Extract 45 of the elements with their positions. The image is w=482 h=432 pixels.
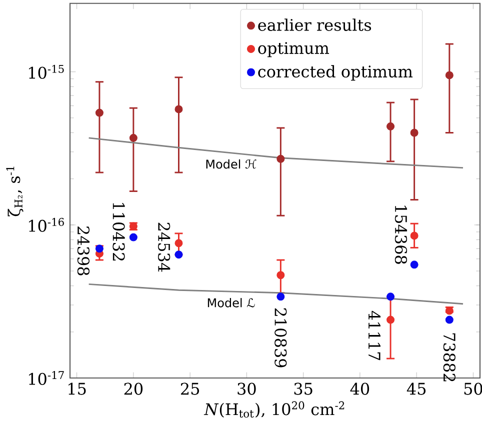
y-axis-title: ζ$_{H₂}$, s$^{-1}$	[6, 166, 24, 216]
annotation: 24534	[158, 222, 170, 272]
point	[445, 306, 454, 315]
annotation: 24398	[77, 226, 90, 276]
series-label: Model ℋ	[206, 159, 256, 169]
series-label: Model ℒ	[208, 298, 255, 308]
point	[276, 271, 285, 280]
point	[410, 232, 418, 240]
y-tick-label: 10$^{-15}$	[29, 64, 64, 79]
x-tick-label: 50	[464, 382, 482, 395]
point	[445, 316, 454, 324]
annotation: 110432	[112, 203, 125, 261]
legend-label: corrected optimum	[258, 65, 413, 81]
point	[410, 260, 418, 269]
x-tick-label: 20	[124, 382, 143, 395]
line-series	[88, 137, 464, 169]
point	[174, 239, 183, 248]
x-tick-label: 15	[68, 382, 86, 395]
point	[386, 122, 395, 130]
x-tick-label: 30	[238, 382, 256, 395]
point	[410, 128, 418, 137]
x-tick-label: 45	[406, 382, 426, 395]
point	[386, 316, 395, 324]
point	[174, 105, 183, 114]
point	[129, 134, 138, 142]
y-tick-label: 10$^{-16}$	[29, 218, 64, 232]
x-axis-title: N(H$_{tot}$), 10$^{20}$ cm$^{-2}$	[204, 401, 344, 418]
x-tick-label: 35	[294, 382, 312, 395]
legend-label: optimum	[258, 42, 330, 58]
point	[174, 250, 183, 259]
x-tick-label: 25	[180, 382, 200, 395]
annotation: 41117	[368, 310, 380, 360]
point	[276, 154, 285, 163]
annotation: 73882	[443, 333, 456, 382]
annotation: 210839	[274, 308, 287, 368]
point	[129, 233, 138, 242]
legend-label: earlier results	[258, 18, 372, 31]
point	[386, 292, 395, 301]
annotation: 154368	[394, 206, 408, 264]
y-tick-label: 10$^{-17}$	[29, 371, 64, 385]
point	[276, 292, 285, 301]
point	[95, 244, 104, 253]
point	[445, 71, 454, 80]
point	[95, 108, 104, 117]
x-tick-label: 40	[350, 382, 370, 395]
